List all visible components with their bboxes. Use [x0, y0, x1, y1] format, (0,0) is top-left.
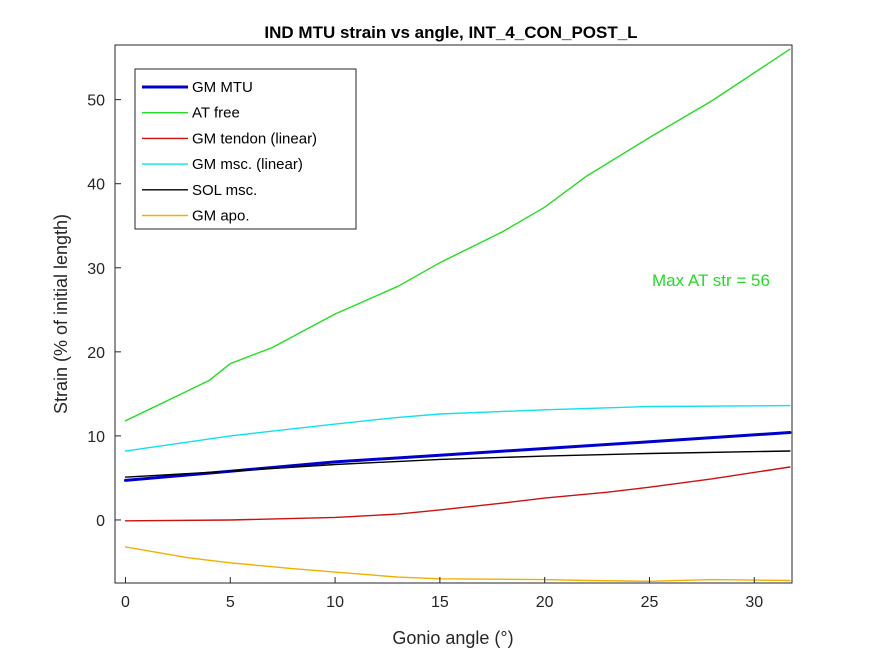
x-tick-label: 10	[326, 594, 344, 611]
legend-label-gm-msc-linear: GM msc. (linear)	[192, 156, 303, 173]
legend-box	[134, 68, 357, 230]
y-axis-label: Strain (% of initial length)	[51, 214, 71, 414]
legend-label-sol-msc: SOL msc.	[192, 182, 257, 199]
y-tick-label: 20	[87, 345, 105, 362]
x-tick-label: 5	[226, 594, 235, 611]
legend-label-gm-apo: GM apo.	[192, 208, 250, 225]
y-tick-label: 10	[87, 429, 105, 446]
series-line-gm-tendon-linear	[124, 466, 791, 522]
x-tick-label: 30	[745, 594, 763, 611]
chart-title: IND MTU strain vs angle, INT_4_CON_POST_…	[264, 23, 637, 42]
legend-label-gm-tendon-linear: GM tendon (linear)	[192, 130, 317, 147]
legend: GM MTU AT free GM tendon (linear) GM msc. (…	[134, 68, 357, 230]
x-axis-label: Gonio angle (°)	[392, 628, 513, 648]
legend-label-gm-mtu: GM MTU	[192, 79, 253, 96]
y-tick-label: 0	[96, 513, 105, 530]
x-tick-label: 20	[536, 594, 554, 611]
x-tick-label: 15	[431, 594, 449, 611]
series-line-at-free	[124, 48, 791, 422]
max-at-strain-annotation: Max AT str = 56	[652, 271, 770, 290]
y-tick-label: 50	[87, 93, 105, 110]
x-tick-label: 0	[121, 594, 130, 611]
legend-items: GM MTU AT free GM tendon (linear) GM msc. (…	[142, 79, 317, 225]
legend-label-at-free: AT free	[192, 105, 240, 122]
axes-frame	[114, 44, 793, 584]
tick-layer: 0 5 10 15 20 25 30 0 10 20 30 40 50	[87, 93, 763, 611]
series-line-gm-apo	[124, 546, 791, 582]
series-line-gm-msc-linear	[124, 404, 791, 452]
series-layer	[124, 48, 792, 582]
y-tick-label: 40	[87, 177, 105, 194]
x-tick-label: 25	[641, 594, 659, 611]
series-line-sol-msc	[124, 450, 791, 478]
y-tick-label: 30	[87, 261, 105, 278]
